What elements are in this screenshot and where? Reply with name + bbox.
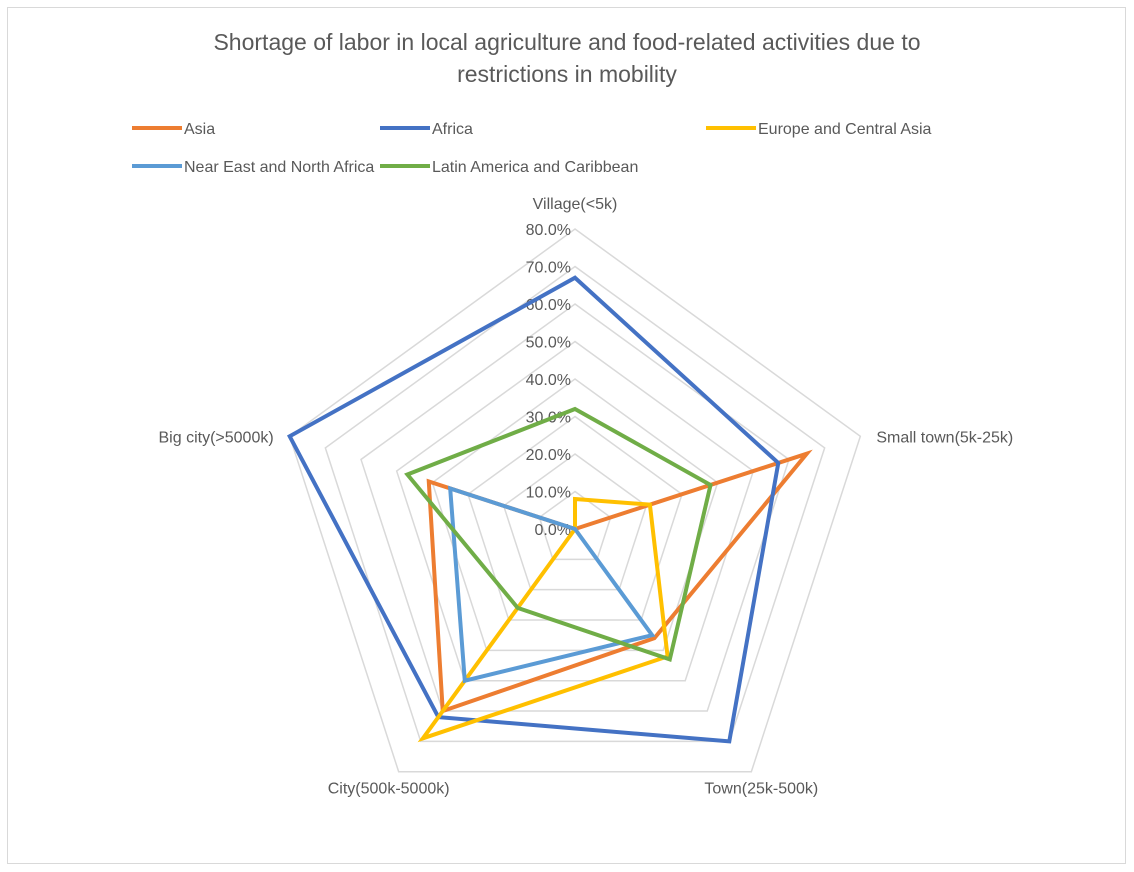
data-series <box>286 275 813 744</box>
chart-title-line-1: Shortage of labor in local agriculture a… <box>213 29 921 55</box>
tick-label: 20.0% <box>526 447 571 464</box>
axis-label: Town(25k-500k) <box>704 781 818 798</box>
series-line <box>286 275 781 744</box>
chart-frame <box>7 7 1126 864</box>
chart-title: Shortage of labor in local agriculture a… <box>0 26 1134 90</box>
grid-ring-1 <box>538 490 612 561</box>
legend-label: Europe and Central Asia <box>758 121 932 138</box>
legend-label: Asia <box>184 121 215 138</box>
axis-label: Small town(5k-25k) <box>876 429 1013 446</box>
legend-label: Near East and North Africa <box>184 159 374 176</box>
chart-title-line-2: restrictions in mobility <box>457 61 677 87</box>
axis-label: Village(<5k) <box>533 196 618 213</box>
grid-ring-7 <box>324 265 826 743</box>
tick-label: 10.0% <box>526 485 571 502</box>
series-line <box>404 406 713 663</box>
legend: Asia Africa Europe and Central Asia Near Ea… <box>132 121 932 176</box>
tick-label: 40.0% <box>526 372 571 389</box>
grid-ring-3 <box>467 415 683 621</box>
legend-label: Africa <box>432 121 473 138</box>
grid-ring-6 <box>360 303 790 712</box>
tick-label: 60.0% <box>526 297 571 314</box>
grid-ring-2 <box>502 453 648 591</box>
tick-label: 70.0% <box>526 260 571 277</box>
tick-labels: 0.0%10.0%20.0%30.0%40.0%50.0%60.0%70.0%8… <box>526 222 571 539</box>
tick-label: 50.0% <box>526 335 571 352</box>
grid-ring-5 <box>395 340 755 682</box>
grid-ring-4 <box>431 378 719 652</box>
tick-label: 80.0% <box>526 222 571 239</box>
grid-ring-8 <box>288 228 862 773</box>
series-line <box>447 485 656 684</box>
axis-labels: Village(<5k) Small town(5k-25k) Town(25k-5… <box>159 196 1014 798</box>
axis-label: City(500k-5000k) <box>328 781 450 798</box>
series-line <box>417 496 670 743</box>
axis-label: Big city(>5000k) <box>159 429 274 446</box>
radar-grid <box>288 228 862 773</box>
legend-label: Latin America and Caribbean <box>432 159 638 176</box>
